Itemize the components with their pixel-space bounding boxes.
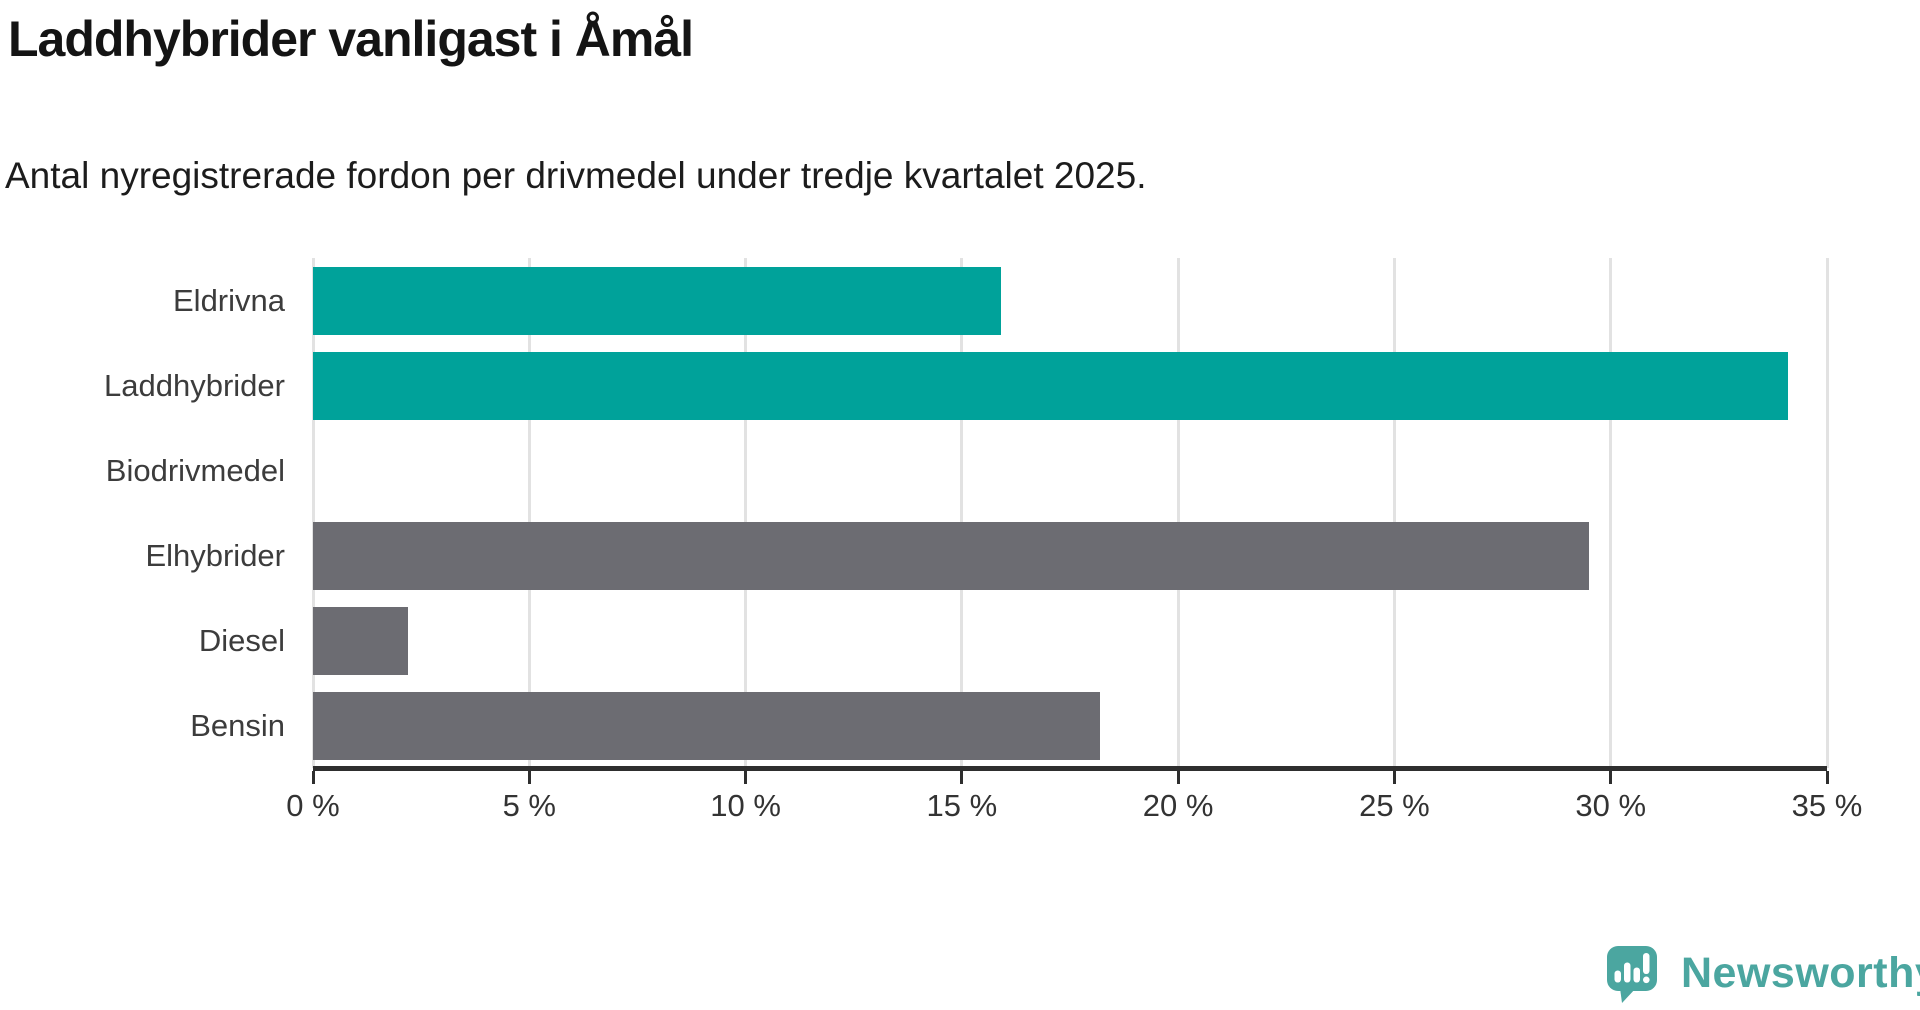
x-axis-line [313, 766, 1827, 771]
x-tick-label-20: 20 % [1142, 788, 1214, 823]
gridline-20 [1176, 258, 1180, 768]
gridline-10 [744, 258, 748, 768]
chart-subtitle: Antal nyregistrerade fordon per drivmede… [5, 155, 1147, 196]
bar-eldrivna [313, 266, 1001, 335]
newsworthy-logo-icon [1607, 946, 1657, 1003]
gridline-25 [1392, 258, 1396, 768]
y-label-biodrivmedel: Biodrivmedel [105, 453, 285, 488]
x-tick-15 [960, 771, 964, 784]
x-tick-35 [1825, 771, 1829, 784]
newsworthy-logo-text: Newsworthy [1681, 949, 1920, 997]
bar-diesel [313, 606, 409, 675]
x-tick-5 [527, 771, 531, 784]
gridline-5 [527, 258, 531, 768]
x-tick-label-5: 5 % [502, 788, 556, 823]
bar-laddhybrider [313, 351, 1789, 420]
y-label-eldrivna: Eldrivna [173, 283, 285, 318]
x-tick-label-15: 15 % [926, 788, 998, 823]
gridline-15 [960, 258, 964, 768]
bar-elhybrider [313, 521, 1590, 590]
gridline-35 [1825, 258, 1829, 768]
x-tick-20 [1176, 771, 1180, 784]
x-tick-label-25: 25 % [1359, 788, 1430, 823]
x-tick-label-35: 35 % [1791, 788, 1863, 823]
y-label-elhybrider: Elhybrider [145, 538, 285, 573]
y-label-bensin: Bensin [190, 708, 285, 743]
newsworthy-logo: Newsworthy [1607, 946, 1920, 1003]
y-label-laddhybrider: Laddhybrider [104, 368, 285, 403]
x-tick-label-10: 10 % [710, 788, 781, 823]
plot-area [311, 258, 1829, 768]
x-tick-25 [1392, 771, 1396, 784]
chart-title: Laddhybrider vanligast i Åmål [8, 11, 694, 67]
bar-bensin [313, 691, 1101, 760]
x-tick-0 [311, 771, 315, 784]
x-tick-label-0: 0 % [286, 788, 340, 823]
x-tick-label-30: 30 % [1575, 788, 1647, 823]
x-tick-30 [1609, 771, 1613, 784]
y-axis-labels: Eldrivna Laddhybrider Biodrivmedel Elhybrid… [0, 258, 295, 768]
gridline-0 [311, 258, 315, 768]
x-tick-10 [744, 771, 748, 784]
gridline-30 [1609, 258, 1613, 768]
y-label-diesel: Diesel [198, 623, 285, 658]
